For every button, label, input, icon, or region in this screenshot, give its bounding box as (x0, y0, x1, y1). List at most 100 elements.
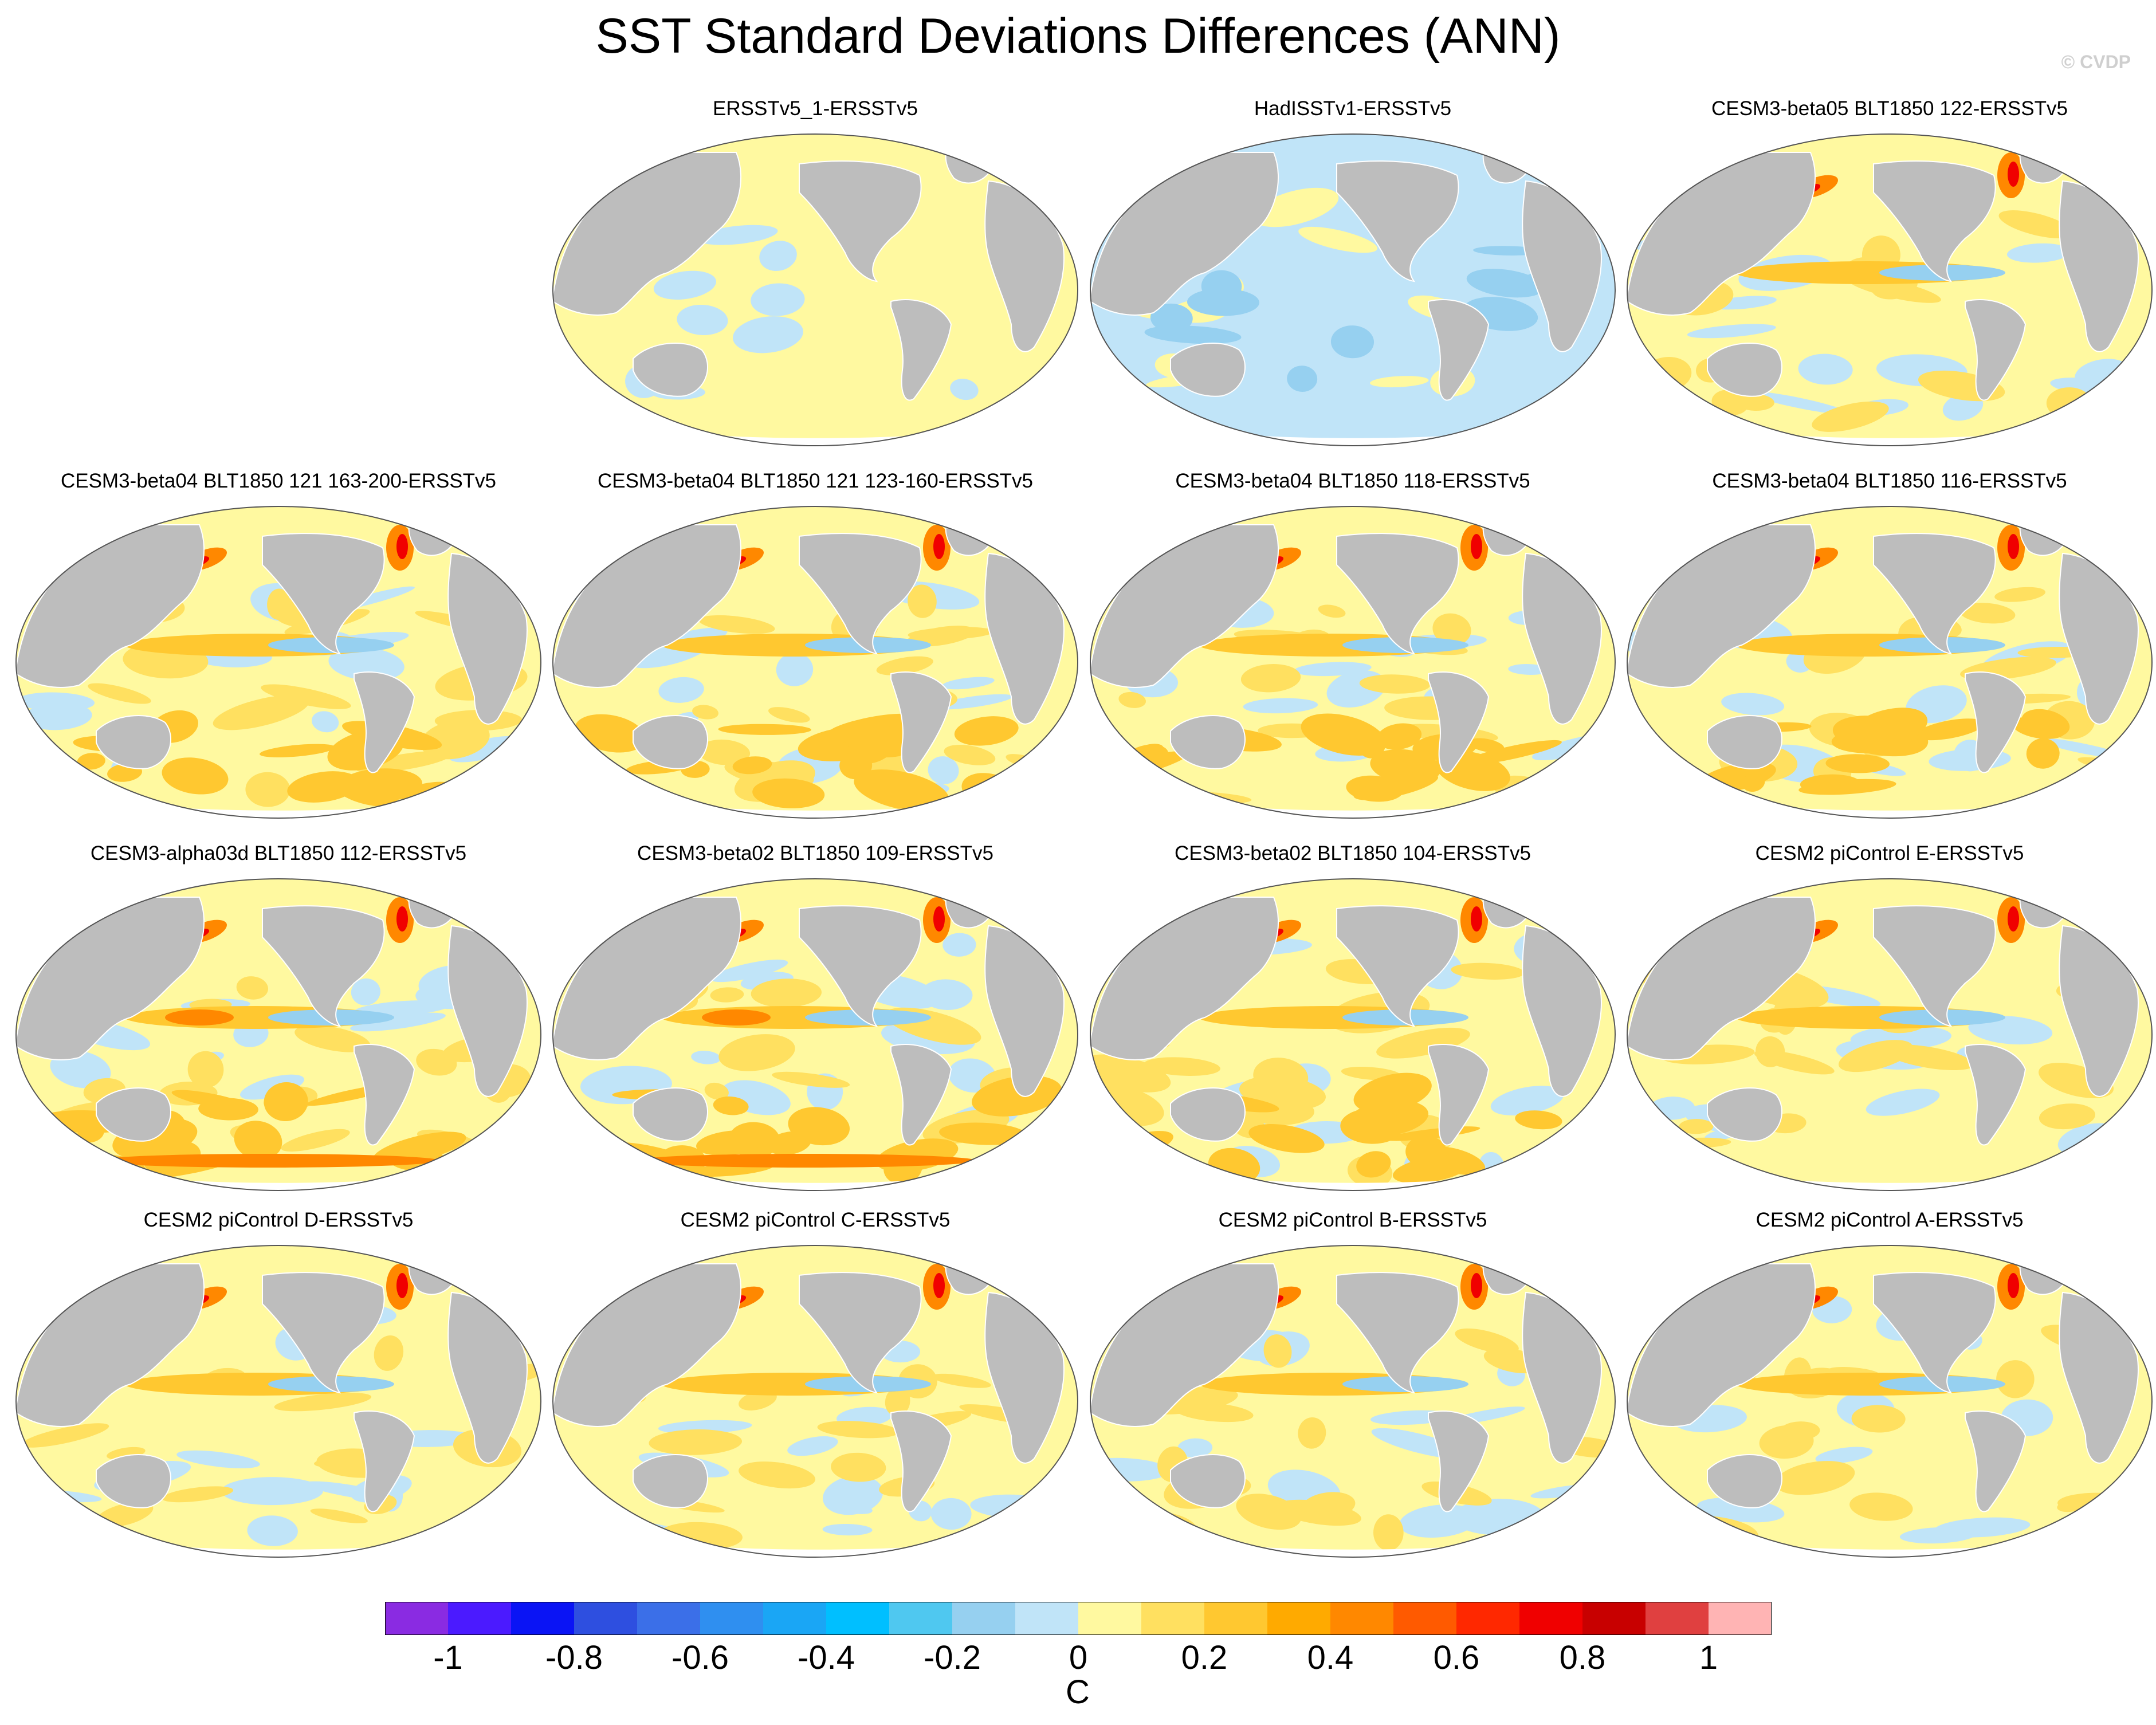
anomaly-patch (677, 304, 728, 335)
gulfstream-core (1471, 534, 1482, 559)
anomaly-patch (1851, 1405, 1906, 1433)
panel-title: HadISSTv1-ERSSTv5 (1254, 97, 1452, 120)
map-panel: CESM3-alpha03d BLT1850 112-ERSSTv5 (10, 842, 547, 1220)
anomaly-patch (954, 716, 1019, 746)
anomaly-patch (776, 653, 814, 686)
land-mass (262, 533, 385, 655)
land-mass (1428, 1044, 1490, 1146)
gulfstream-core (1471, 906, 1482, 932)
map-panel: CESM3-beta05 BLT1850 122-ERSSTv5 (1621, 97, 2156, 476)
anomaly-patch (1721, 693, 1785, 716)
anomaly-patch (1353, 773, 1439, 800)
anomaly-patch (1187, 288, 1259, 316)
land-mass (1336, 160, 1459, 282)
anomaly-patch (831, 1452, 886, 1482)
map-projection (1090, 1245, 1616, 1558)
land-mass (1873, 160, 1996, 282)
map-projection (1090, 133, 1616, 446)
anomaly-patch (1012, 784, 1071, 804)
anomaly-patch (839, 751, 873, 780)
colorbar-swatch (1204, 1602, 1268, 1635)
anomaly-patch (939, 1122, 1028, 1145)
colorbar-tick-label: 0.6 (1433, 1639, 1480, 1676)
anomaly-patch (351, 978, 380, 1005)
anomaly-patch (25, 772, 93, 808)
anomaly-patch (1742, 773, 1765, 792)
land-mass (354, 1410, 415, 1512)
anomaly-patch (930, 1498, 972, 1530)
land-mass (1965, 671, 2027, 773)
panel-title: CESM2 piControl B-ERSSTv5 (1218, 1209, 1487, 1231)
anomaly-patch (2088, 785, 2139, 810)
anomaly-patch (1392, 1155, 1471, 1184)
anomaly-patch (698, 615, 775, 634)
anomaly-patch (310, 1508, 368, 1523)
map-outline (1090, 1245, 1616, 1558)
colorbar-swatch (889, 1602, 953, 1635)
colorbar-swatch (1267, 1602, 1331, 1635)
anomaly-patch (1177, 1438, 1213, 1458)
anomaly-patch (787, 1436, 838, 1456)
anomaly-patch (1998, 210, 2073, 238)
anomaly-patch (311, 711, 339, 733)
panel-title: CESM3-beta02 BLT1850 104-ERSSTv5 (1175, 842, 1531, 865)
map-outline (1090, 878, 1616, 1191)
colorbar-swatch (1393, 1602, 1457, 1635)
anomaly-patch (245, 772, 290, 807)
colorbar-tick-label: -0.4 (798, 1639, 855, 1676)
land-mass (1170, 1454, 1246, 1508)
gulfstream-core (933, 1273, 945, 1298)
land-mass (890, 299, 952, 401)
anomaly-patch (751, 283, 805, 316)
land-mass (1707, 715, 1782, 769)
anomaly-patch (751, 979, 822, 1008)
anomaly-patch (1298, 226, 1378, 253)
figure-title: SST Standard Deviations Differences (ANN… (595, 9, 1561, 64)
land-mass (890, 1044, 952, 1146)
gulfstream-core (2008, 534, 2019, 559)
anomaly-patch (1798, 353, 1853, 385)
colorbar-swatch (1582, 1602, 1646, 1635)
colorbar-tick-label: -0.6 (671, 1639, 729, 1676)
colorbar-tick-label: 0.8 (1559, 1639, 1606, 1676)
land-mass (1707, 1087, 1782, 1142)
map-panel: CESM2 piControl D-ERSSTv5 (10, 1209, 547, 1587)
map-outline (552, 878, 1078, 1191)
colorbar-swatch (1519, 1602, 1583, 1635)
anomaly-patch (1848, 708, 1928, 749)
land-mass (633, 1454, 708, 1508)
anomaly-patch (950, 378, 979, 400)
anomaly-patch (691, 1051, 721, 1064)
map-panel: CESM3-beta02 BLT1850 109-ERSSTv5 (547, 842, 1083, 1220)
anomaly-patch (2012, 716, 2065, 739)
map-outline (552, 1245, 1078, 1558)
panel-title: CESM3-alpha03d BLT1850 112-ERSSTv5 (90, 842, 467, 865)
gulfstream-core (396, 534, 408, 559)
colorbar-swatch (763, 1602, 827, 1635)
map-outline (15, 1245, 541, 1558)
anomaly-patch (236, 976, 269, 1000)
colorbar-swatch (700, 1602, 764, 1635)
panel-title: CESM2 piControl C-ERSSTv5 (680, 1209, 951, 1231)
anomaly-patch (1376, 1027, 1470, 1059)
anomaly-patch (823, 1475, 883, 1515)
land-mass (96, 1087, 171, 1142)
land-mass (262, 905, 385, 1027)
anomaly-patch (1373, 1514, 1404, 1551)
panel-title: CESM3-beta05 BLT1850 122-ERSSTv5 (1711, 97, 2068, 120)
anomaly-patch (718, 1034, 795, 1071)
anomaly-patch (1359, 674, 1431, 694)
anomaly-patch (281, 1129, 350, 1152)
anomaly-patch (759, 241, 797, 272)
colorbar-tick-label: 0.2 (1181, 1639, 1228, 1676)
colorbar-tick-label: -0.8 (545, 1639, 603, 1676)
anomaly-patch (1812, 401, 1889, 432)
watermark: © CVDP (2061, 52, 2131, 72)
anomaly-patch (340, 785, 398, 807)
anomaly-patch (1144, 325, 1242, 344)
land-mass (1873, 1272, 1996, 1394)
panel-title: ERSSTv5_1-ERSSTv5 (713, 97, 918, 120)
anomaly-patch (187, 1051, 224, 1088)
anomaly-patch (772, 1071, 850, 1088)
anomaly-patch (1451, 962, 1525, 980)
